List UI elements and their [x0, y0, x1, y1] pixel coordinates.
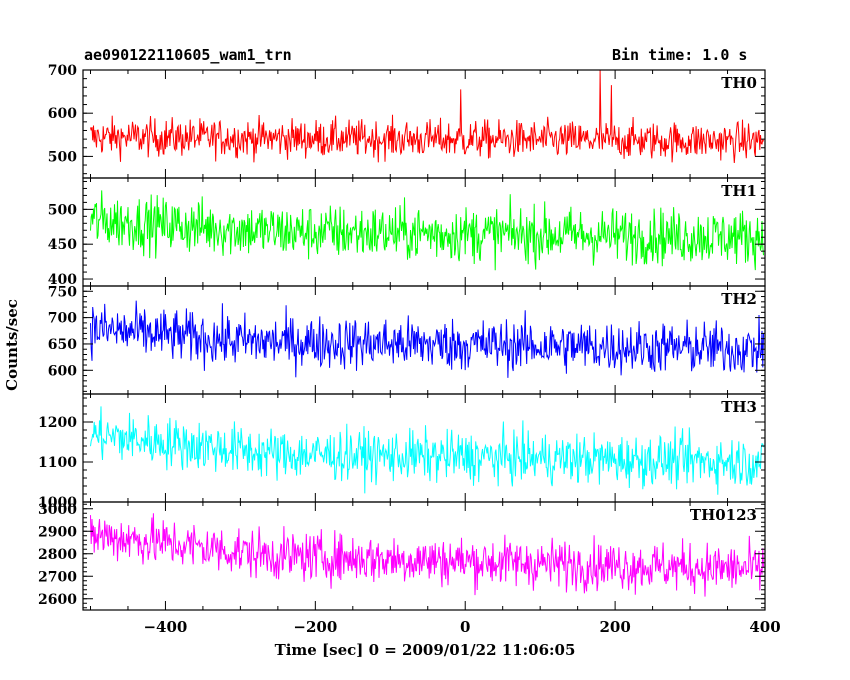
y-tick-label: 750	[48, 284, 77, 300]
series-th1	[90, 190, 764, 271]
y-tick-label: 600	[48, 363, 77, 379]
y-tick-label: 2800	[38, 547, 77, 563]
y-axis-label: Counts/sec	[3, 299, 21, 391]
series-th0123	[90, 513, 764, 597]
x-tick-label: −400	[143, 618, 187, 636]
panel-frame-th0	[82, 69, 766, 179]
x-tick-label: 0	[460, 618, 470, 636]
y-tick-label: 3000	[38, 502, 77, 518]
y-tick-label: 1000	[38, 495, 77, 511]
panel-label-th0: TH0	[721, 74, 757, 92]
panel-label-th3: TH3	[721, 398, 757, 416]
panel-label-th0123: TH0123	[690, 506, 757, 524]
panel-frame-th0123	[82, 501, 766, 611]
x-tick-label: −200	[293, 618, 337, 636]
bin-time: Bin time: 1.0 s	[612, 46, 748, 64]
x-tick-label: 400	[749, 618, 780, 636]
series-th2	[90, 300, 764, 378]
y-tick-label: 2900	[38, 524, 77, 540]
x-tick-label: 200	[599, 618, 630, 636]
x-axis-label: Time [sec] 0 = 2009/01/22 11:06:05	[275, 641, 576, 659]
y-tick-label: 2600	[38, 592, 77, 608]
series-th0	[90, 70, 764, 164]
y-tick-label: 1100	[38, 455, 77, 471]
y-tick-label: 700	[48, 63, 77, 79]
y-tick-label: 650	[48, 337, 77, 353]
y-tick-label: 700	[48, 311, 77, 327]
y-tick-label: 2700	[38, 569, 77, 585]
panel-label-th1: TH1	[721, 182, 757, 200]
title: ae090122110605_wam1_trn	[84, 46, 292, 64]
y-tick-label: 500	[48, 149, 77, 165]
y-tick-label: 1200	[38, 415, 77, 431]
series-th3	[90, 406, 764, 495]
y-tick-label: 400	[48, 272, 77, 288]
y-tick-label: 500	[48, 202, 77, 218]
y-tick-label: 450	[48, 237, 77, 253]
y-tick-label: 600	[48, 106, 77, 122]
panel-label-th2: TH2	[721, 290, 757, 308]
